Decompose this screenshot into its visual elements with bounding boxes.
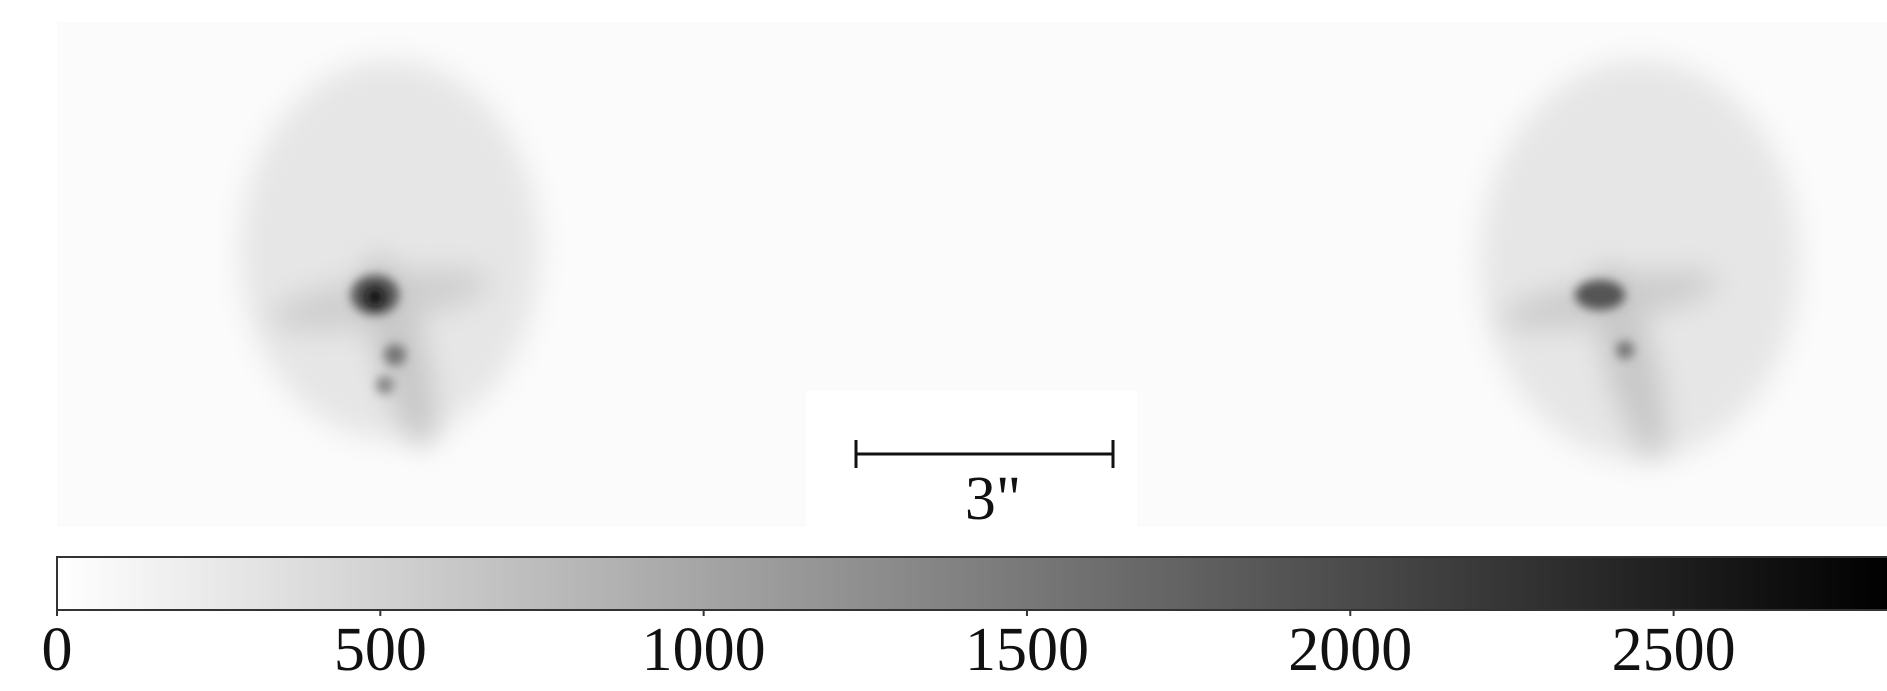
figure: 3" 0 500 1000 1500 2000 2500	[0, 0, 1887, 691]
tick-label: 0	[42, 616, 73, 684]
tick-label: 500	[334, 616, 427, 684]
tick-label: 1000	[642, 616, 766, 684]
source-right	[1480, 60, 1800, 463]
tick-label: 1500	[965, 616, 1089, 684]
page: 3" 05001000150020002500 (() => { const d…	[0, 0, 1887, 691]
tick-label: 2500	[1612, 616, 1736, 684]
colorbar	[57, 557, 1887, 610]
scale-bar-label: 3"	[965, 465, 1021, 533]
tick-label: 2000	[1288, 616, 1412, 684]
